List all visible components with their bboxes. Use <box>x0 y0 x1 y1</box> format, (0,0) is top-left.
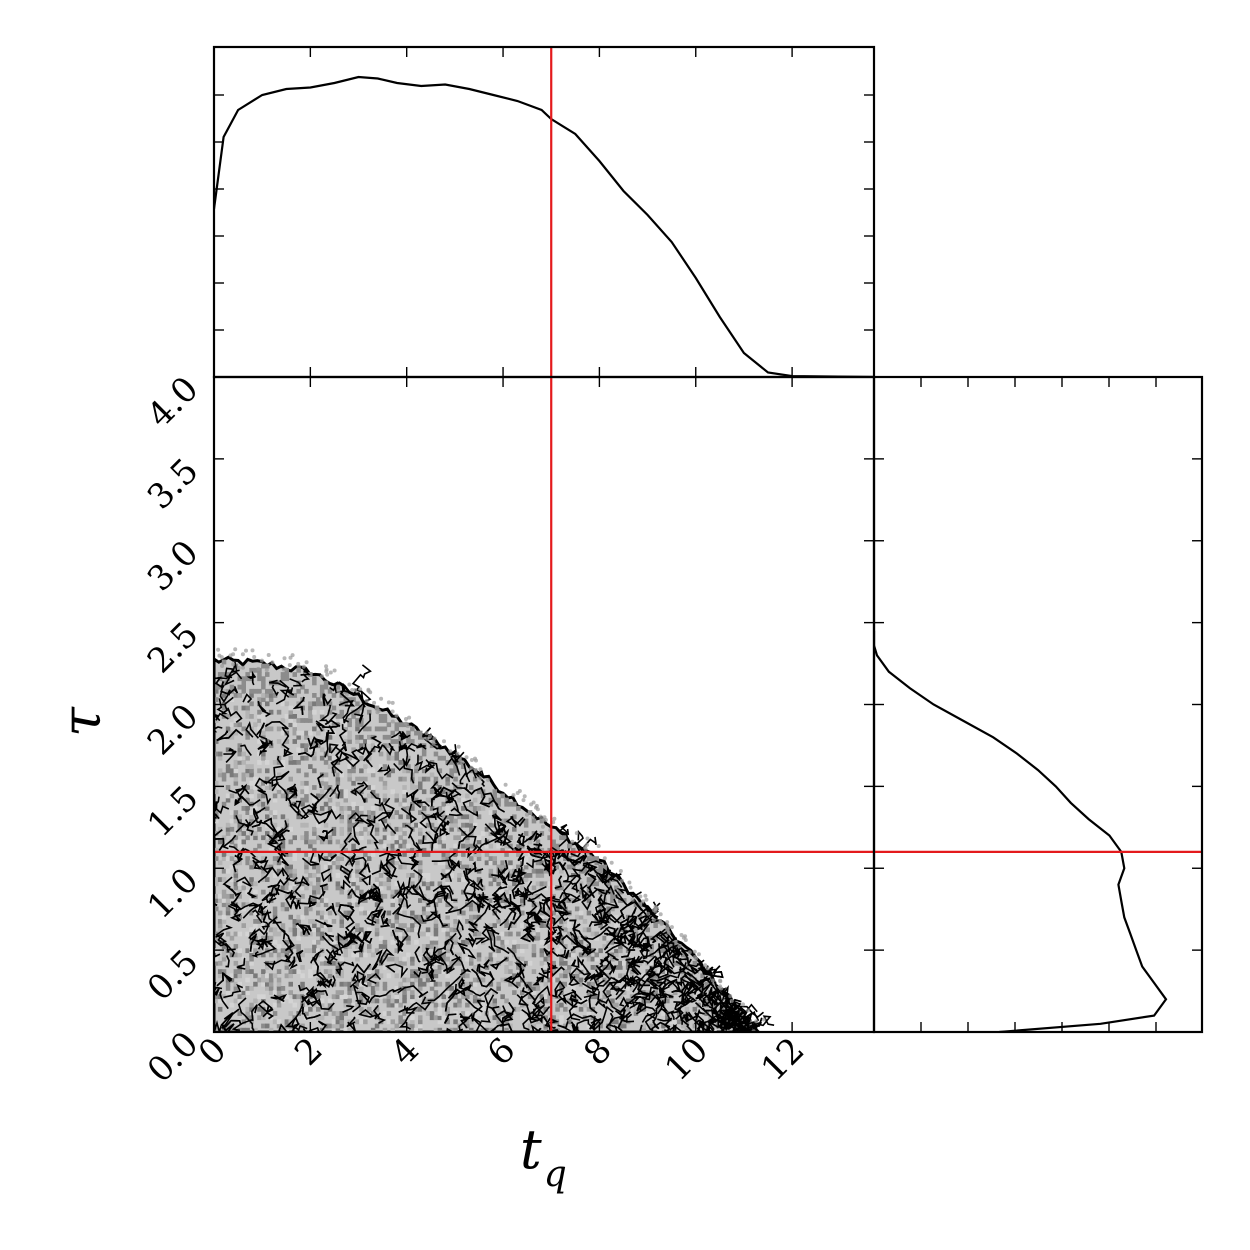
marginal-tq-ticks <box>213 47 874 377</box>
x-tick-label: 10 <box>657 1030 716 1089</box>
y-tick-label: 1.5 <box>140 778 207 845</box>
y-tick-label: 2.0 <box>140 697 207 764</box>
joint-panel <box>212 375 876 1034</box>
marginal-tq-frame <box>212 45 876 379</box>
marginal-tq-curve <box>214 75 874 377</box>
marginal-tq-panel <box>212 45 876 379</box>
marginal-tau-panel <box>872 375 1204 1034</box>
x-tick-label: 2 <box>287 1030 331 1074</box>
y-tick-label: 2.5 <box>140 615 207 682</box>
x-tick-label: 8 <box>576 1030 620 1074</box>
y-axis-label: τ <box>50 706 113 737</box>
x-tick-labels: 0 2 4 6 8 10 12 <box>191 1030 813 1089</box>
marginal-tau-curve <box>874 630 1168 1032</box>
y-tick-label: 0.5 <box>140 942 207 1009</box>
x-axis-label: tq <box>520 1118 567 1195</box>
y-tick-labels: 0.0 0.5 1.0 1.5 2.0 2.5 3.0 3.5 4.0 <box>140 369 207 1091</box>
marginal-tau-ticks <box>874 376 1202 1033</box>
y-tick-label: 0.0 <box>140 1024 207 1091</box>
y-tick-label: 4.0 <box>140 369 207 436</box>
x-tick-label: 6 <box>480 1030 524 1074</box>
x-tick-label: 12 <box>754 1030 813 1089</box>
x-tick-label: 4 <box>383 1030 427 1074</box>
joint-density <box>214 647 775 1032</box>
y-tick-label: 3.0 <box>140 533 207 600</box>
marginal-tau-frame <box>872 375 1204 1034</box>
y-tick-label: 1.0 <box>140 860 207 927</box>
y-tick-label: 3.5 <box>140 451 207 518</box>
